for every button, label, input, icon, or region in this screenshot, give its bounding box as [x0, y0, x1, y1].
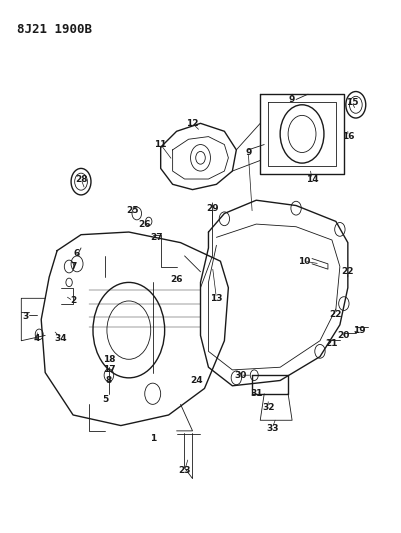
- Text: 25: 25: [127, 206, 139, 215]
- Text: 9: 9: [289, 95, 295, 104]
- Text: 4: 4: [34, 334, 41, 343]
- Text: 10: 10: [298, 257, 310, 265]
- Text: 13: 13: [210, 294, 223, 303]
- Text: 5: 5: [102, 394, 108, 403]
- Text: 23: 23: [178, 466, 191, 475]
- Text: 33: 33: [266, 424, 278, 433]
- Text: 31: 31: [250, 389, 263, 398]
- Text: 3: 3: [22, 312, 28, 321]
- Text: 20: 20: [338, 331, 350, 340]
- Text: 12: 12: [186, 119, 199, 128]
- Text: 8: 8: [106, 376, 112, 385]
- Text: 14: 14: [306, 174, 318, 183]
- Text: 21: 21: [326, 339, 338, 348]
- Text: 34: 34: [55, 334, 67, 343]
- Text: 11: 11: [154, 140, 167, 149]
- Text: 32: 32: [262, 402, 274, 411]
- Text: 19: 19: [353, 326, 366, 335]
- Text: 22: 22: [342, 268, 354, 276]
- Text: 26: 26: [138, 220, 151, 229]
- Text: 8J21 1900B: 8J21 1900B: [17, 22, 92, 36]
- Text: 15: 15: [346, 98, 358, 107]
- Text: 27: 27: [150, 233, 163, 242]
- Text: 2: 2: [70, 296, 76, 305]
- Text: 9: 9: [245, 148, 251, 157]
- Text: 24: 24: [190, 376, 203, 385]
- Text: 28: 28: [75, 174, 87, 183]
- Text: 22: 22: [330, 310, 342, 319]
- Text: 1: 1: [150, 434, 156, 443]
- Text: 29: 29: [206, 204, 219, 213]
- Text: 30: 30: [234, 370, 247, 379]
- Text: 18: 18: [103, 355, 115, 364]
- Text: 26: 26: [170, 275, 183, 284]
- Text: 16: 16: [342, 132, 354, 141]
- Text: 17: 17: [103, 366, 115, 374]
- Text: 6: 6: [74, 249, 80, 258]
- Text: 7: 7: [70, 262, 76, 271]
